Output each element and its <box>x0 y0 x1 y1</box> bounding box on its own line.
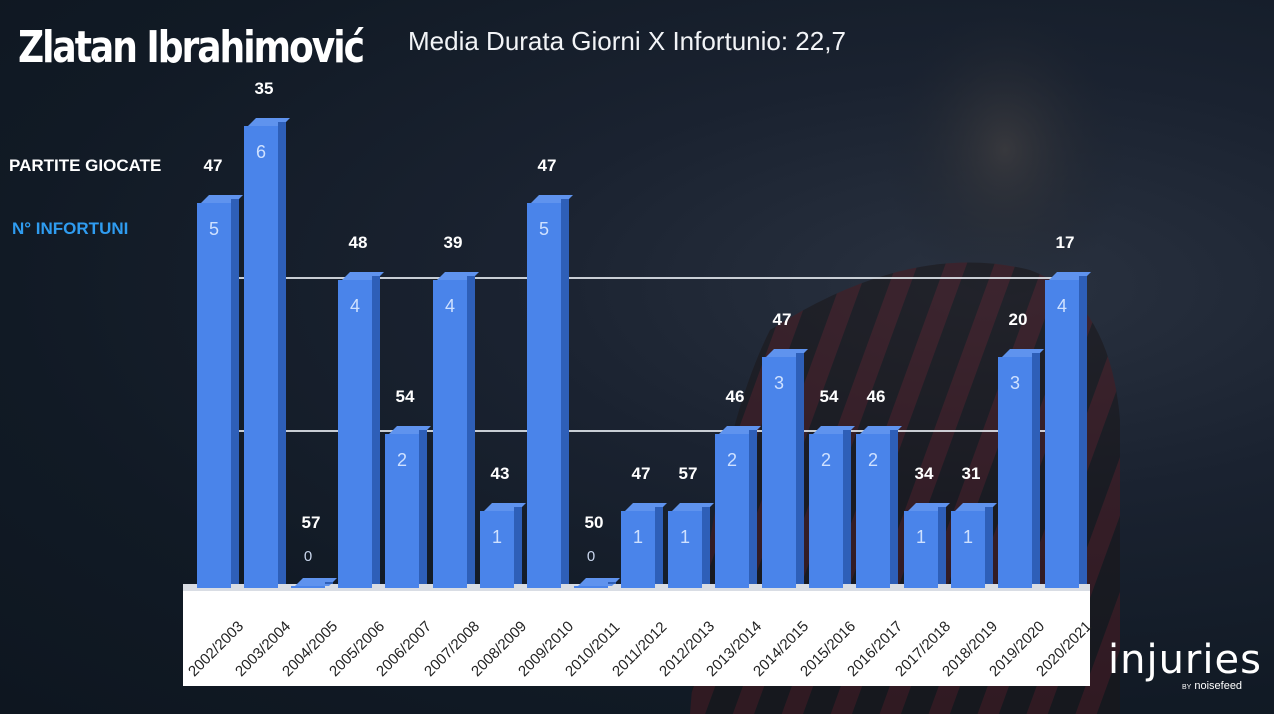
injury-count-label: 1 <box>491 527 502 547</box>
x-axis-panel <box>183 591 1090 686</box>
logo-brand: noisefeed <box>1194 680 1243 692</box>
bar-2015-2016 <box>809 430 851 588</box>
bar-2011-2012 <box>621 507 663 588</box>
matches-played-label: 39 <box>443 233 463 252</box>
bar-2013-2014 <box>715 430 757 588</box>
matches-played-label: 47 <box>537 156 557 175</box>
injuries-logo: injuries BY noisefeed <box>1108 637 1262 692</box>
injury-count-label: 5 <box>538 219 549 239</box>
injury-count-label: 1 <box>915 527 926 547</box>
bar-2018-2019 <box>951 507 993 588</box>
injury-count-label: 2 <box>396 450 407 470</box>
bar-2003-2004 <box>244 122 286 588</box>
bar-2017-2018 <box>904 507 946 588</box>
matches-played-label: 46 <box>725 387 745 406</box>
page-title: Zlatan Ibrahimović <box>18 22 439 73</box>
matches-played-label: 54 <box>819 387 839 406</box>
matches-played-label: 20 <box>1008 310 1028 329</box>
matches-played-label: 46 <box>866 387 886 406</box>
injury-count-label: 6 <box>255 142 266 162</box>
matches-played-label: 43 <box>490 464 510 483</box>
bar-2009-2010 <box>527 199 569 588</box>
matches-played-label: 50 <box>584 513 604 532</box>
bar-2014-2015 <box>762 353 804 588</box>
matches-played-label: 54 <box>395 387 415 406</box>
matches-played-label: 47 <box>631 464 651 483</box>
matches-played-label: 17 <box>1055 233 1075 252</box>
logo-wordmark: injuries <box>1108 637 1262 683</box>
bar-2002-2003 <box>197 199 239 588</box>
average-injury-duration: Media Durata Giorni X Infortunio: 22,7 <box>408 26 846 56</box>
bar-2006-2007 <box>385 430 427 588</box>
injury-count-label: 4 <box>444 296 455 316</box>
matches-played-label: 48 <box>348 233 368 252</box>
matches-played-label: 57 <box>678 464 698 483</box>
matches-played-label: 34 <box>914 464 934 483</box>
bar-2020-2021 <box>1045 276 1087 588</box>
injury-count-label: 3 <box>773 373 784 393</box>
matches-played-label: 31 <box>961 464 981 483</box>
legend-matches-played: PARTITE GIOCATE <box>9 156 162 175</box>
matches-played-label: 57 <box>301 513 321 532</box>
bar-2007-2008 <box>433 276 475 588</box>
player-name: Zlatan Ibrahimović <box>18 22 365 73</box>
matches-played-label: 47 <box>772 310 792 329</box>
injury-count-label: 5 <box>208 219 219 239</box>
bar-2010-2011 <box>574 582 616 588</box>
injury-count-label: 3 <box>1009 373 1020 393</box>
injury-count-label: 1 <box>632 527 643 547</box>
bar-2005-2006 <box>338 276 380 588</box>
logo-byline: BY noisefeed <box>1182 680 1243 692</box>
chart-floor <box>183 584 1090 592</box>
legend-injuries-count: N° INFORTUNI <box>12 219 129 238</box>
grid-line-4 <box>233 277 1055 279</box>
grid-line-2 <box>233 430 1055 432</box>
injury-count-label: 0 <box>303 548 313 565</box>
injury-count-label: 2 <box>726 450 737 470</box>
injury-count-label: 2 <box>867 450 878 470</box>
bar-2016-2017 <box>856 430 898 588</box>
injury-count-label: 1 <box>962 527 973 547</box>
matches-played-label: 35 <box>254 79 274 98</box>
injury-count-label: 4 <box>349 296 360 316</box>
injury-count-label: 1 <box>679 527 690 547</box>
injury-count-label: 2 <box>820 450 831 470</box>
bar-2004-2005 <box>291 582 333 588</box>
injury-count-label: 0 <box>586 548 596 565</box>
matches-played-label: 47 <box>203 156 223 175</box>
bar-2019-2020 <box>998 353 1040 588</box>
injury-count-label: 4 <box>1056 296 1067 316</box>
bar-2008-2009 <box>480 507 522 588</box>
bar-2012-2013 <box>668 507 710 588</box>
